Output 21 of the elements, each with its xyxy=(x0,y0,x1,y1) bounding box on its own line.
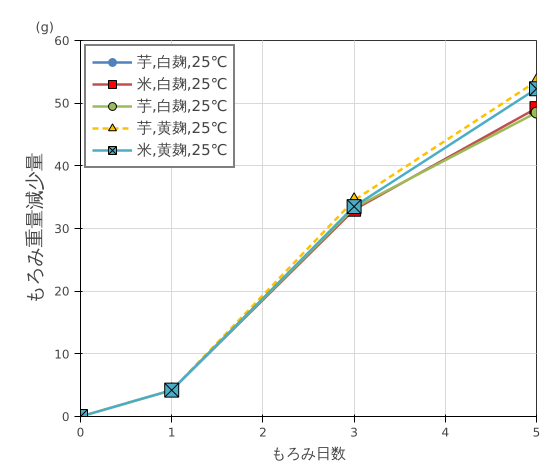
legend-label: 米,白麹,25℃ xyxy=(137,74,228,94)
y-tick-label: 0 xyxy=(62,410,70,424)
x-tick-label: 5 xyxy=(532,426,540,440)
legend-label: 米,黄麹,25℃ xyxy=(137,140,228,160)
x-tick-label: 1 xyxy=(168,426,176,440)
x-tick-label: 0 xyxy=(76,426,84,440)
y-tick-label: 30 xyxy=(54,222,70,236)
y-tick-label: 50 xyxy=(54,96,70,111)
y-axis-title: もろみ重量減少量 xyxy=(24,152,46,304)
y-tick-label: 20 xyxy=(54,284,70,299)
y-tick-label: 60 xyxy=(54,34,70,48)
text: (g) xyxy=(36,20,54,36)
legend-label: 芋,白麹,25℃ xyxy=(137,96,228,116)
legend-label: 芋,白麹,25℃ xyxy=(137,52,228,72)
x-tick-label: 4 xyxy=(441,426,450,440)
legend-label: 芋,黄麹,25℃ xyxy=(137,118,228,138)
x-tick-label: 2 xyxy=(259,426,267,440)
y-tick-label: 10 xyxy=(54,347,70,362)
x-axis-title: もろみ日数 xyxy=(271,444,346,462)
x-tick-label: 3 xyxy=(350,426,358,440)
y-tick-label: 40 xyxy=(54,159,70,174)
